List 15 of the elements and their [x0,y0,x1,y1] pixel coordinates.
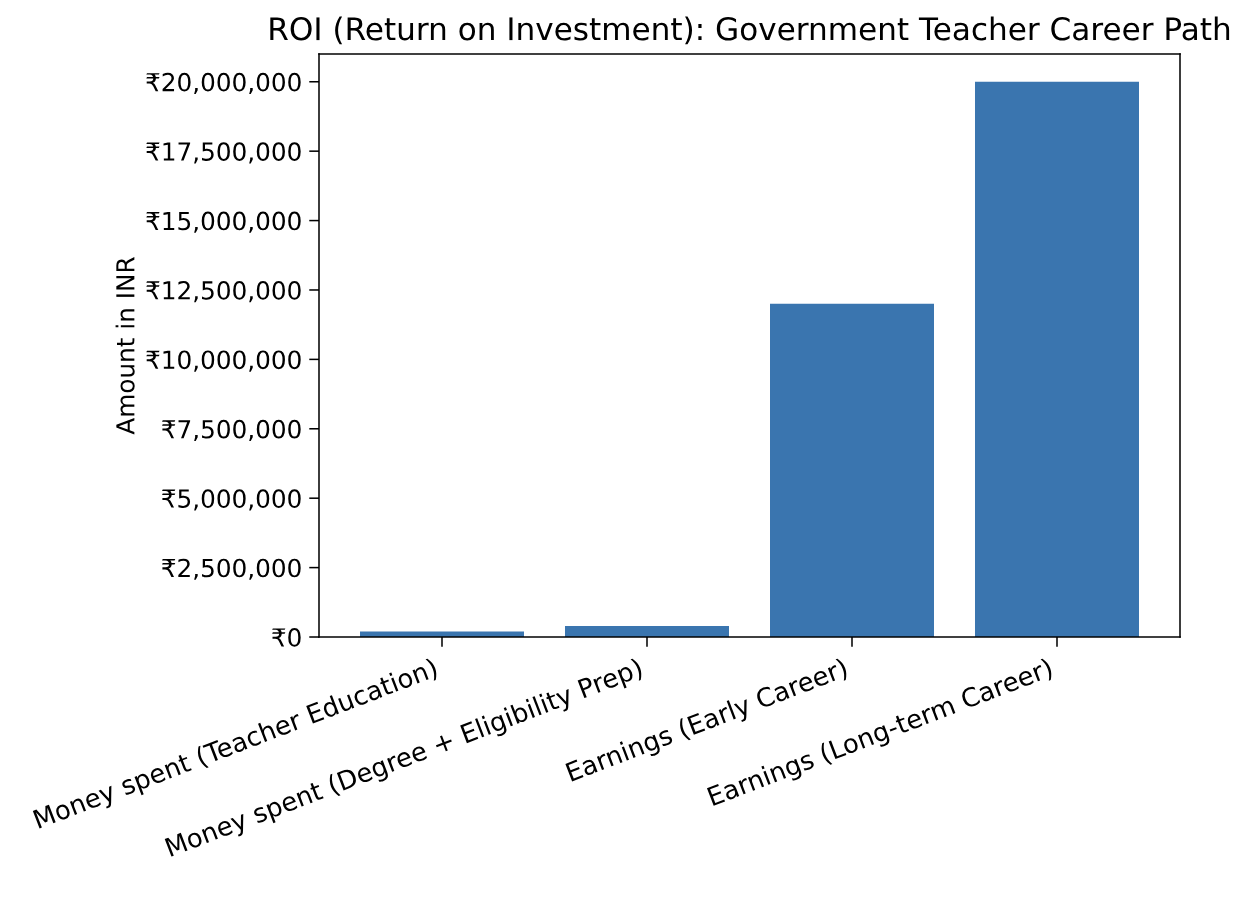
bar [360,631,524,638]
bar [565,625,729,638]
bar [770,303,934,638]
y-tick-label: ₹20,000,000 [146,72,301,95]
y-axis-title: Amount in INR [115,257,135,435]
y-tick-label: ₹2,500,000 [162,558,301,580]
y-tick-label: ₹0 [272,628,301,647]
y-tick-label: ₹12,500,000 [146,281,301,303]
y-tick-label: ₹5,000,000 [162,489,301,511]
y-tick-label: ₹10,000,000 [146,350,301,372]
bar [975,81,1139,638]
chart-title: ROI (Return on Investment): Government Teacher Career Path [270,16,1230,45]
y-tick-label: ₹17,500,000 [146,142,301,164]
y-tick-label: ₹15,000,000 [146,211,301,233]
y-tick-label: ₹7,500,000 [162,419,301,442]
